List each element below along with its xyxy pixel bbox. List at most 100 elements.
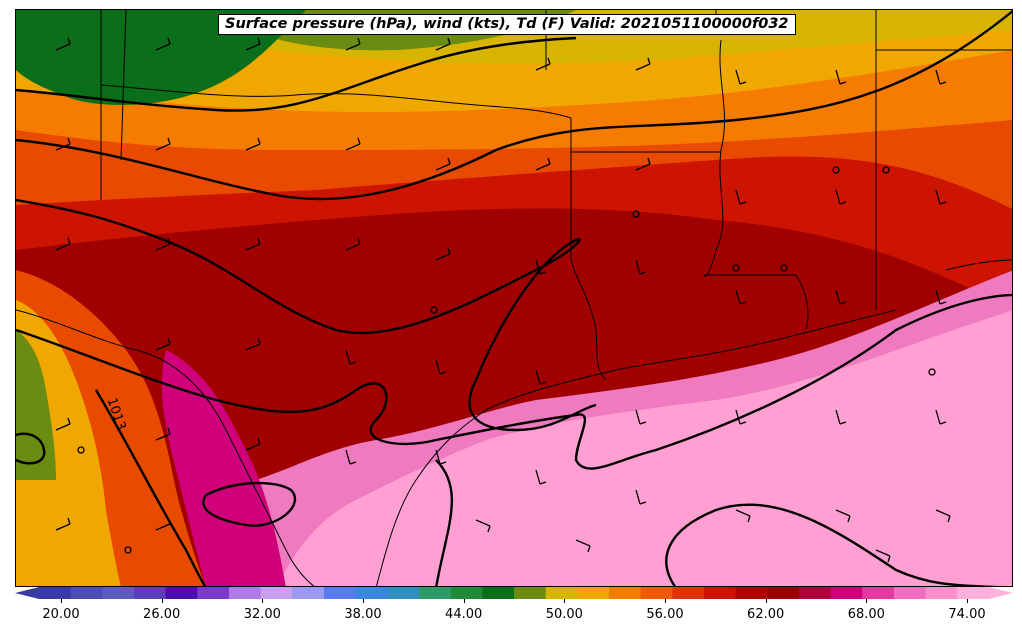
colorbar-segment xyxy=(134,587,167,599)
isobar-1 xyxy=(16,10,1012,201)
colorbar-tick-mark xyxy=(262,599,264,603)
colorbar-tick-label: 32.00 xyxy=(243,607,281,622)
colorbar-segment xyxy=(862,587,895,599)
colorbar-tick-mark xyxy=(765,599,767,603)
isobar-2 xyxy=(16,36,577,112)
colorbar-segment xyxy=(830,587,863,599)
wind-barb xyxy=(835,189,847,205)
colorbar-tick-mark xyxy=(363,599,364,603)
colorbar-segment xyxy=(640,587,673,599)
wind-barb xyxy=(735,509,751,523)
calm-marker xyxy=(928,368,936,376)
border-mx xyxy=(16,309,315,586)
calm-markers xyxy=(77,166,936,554)
map-title: Surface pressure (hPa), wind (kts), Td (… xyxy=(218,14,796,35)
colorbar-segment xyxy=(419,587,452,599)
colorbar-labels: 20.00 26.00 32.00 38.00 44.00 50.00 56.00 62.00… xyxy=(0,604,1022,624)
isobar-3 xyxy=(16,198,597,432)
state-borders xyxy=(16,10,1012,586)
wind-barb xyxy=(535,157,551,171)
wind-barb xyxy=(535,369,547,385)
wind-barbs xyxy=(55,37,951,563)
wind-barb xyxy=(735,289,747,305)
wind-barb xyxy=(55,417,71,431)
colorbar-tick-mark xyxy=(161,599,163,603)
wind-barb xyxy=(435,247,451,261)
wind-barb xyxy=(935,509,951,523)
wind-barb xyxy=(155,137,171,151)
colorbar-tick-mark xyxy=(463,599,465,603)
calm-marker xyxy=(882,166,890,174)
map-panel xyxy=(15,9,1013,587)
wind-barb xyxy=(55,137,71,151)
wind-barb xyxy=(735,409,747,425)
wind-barb xyxy=(835,409,847,425)
colorbar-tick-mark xyxy=(866,599,868,603)
td-gulf-74 xyxy=(277,310,1012,586)
colorbar-tick-label: 56.00 xyxy=(646,607,684,622)
colorbar-tick-label: 38.00 xyxy=(344,607,382,622)
isobar-6 xyxy=(665,503,999,586)
colorbar-segment xyxy=(482,587,515,599)
colorbar-tick-mark xyxy=(564,599,566,603)
pressure-contours xyxy=(16,10,1012,586)
wind-barb xyxy=(635,57,651,71)
wind-barb xyxy=(935,289,947,305)
isobar-4 xyxy=(16,293,1012,470)
wind-barb xyxy=(535,57,551,71)
colorbar-segment xyxy=(767,587,800,599)
colorbar-tick-label: 62.00 xyxy=(747,607,785,622)
td-west-green xyxy=(16,330,56,480)
colorbar-tick-mark xyxy=(665,599,666,603)
border-tx-ok-red-river xyxy=(100,84,572,119)
wind-barb xyxy=(935,69,947,85)
wind-barb xyxy=(345,137,361,151)
wind-barb xyxy=(245,337,261,351)
wind-barb xyxy=(245,437,261,451)
wind-barb xyxy=(55,37,71,51)
wind-barb xyxy=(55,517,71,531)
td-west-yellow xyxy=(16,300,121,586)
wind-barb xyxy=(535,469,547,485)
wind-barb xyxy=(245,237,261,251)
colorbar-tick-mark xyxy=(967,599,968,603)
colorbar-segment xyxy=(39,587,72,599)
colorbar-tick-label: 26.00 xyxy=(143,607,181,622)
colorbar-tick-label: 44.00 xyxy=(445,607,483,622)
colorbar-tick-label: 50.00 xyxy=(545,607,583,622)
colorbar xyxy=(15,587,1013,599)
wind-barb xyxy=(735,69,747,85)
calm-marker xyxy=(780,264,788,272)
wind-barb xyxy=(835,69,847,85)
colorbar-segment xyxy=(324,587,357,599)
colorbar-segment xyxy=(387,587,420,599)
colorbar-segment xyxy=(197,587,230,599)
wind-barb xyxy=(155,517,171,531)
wind-barb xyxy=(475,519,491,533)
wind-barb xyxy=(435,37,451,51)
wind-barb xyxy=(635,489,647,505)
colorbar-segment xyxy=(165,587,198,599)
wind-barb xyxy=(835,289,847,305)
calm-marker xyxy=(124,546,132,554)
wind-barb xyxy=(535,259,547,275)
border-nm xyxy=(120,10,127,161)
wind-barb xyxy=(245,37,261,51)
colorbar-segment xyxy=(609,587,642,599)
wind-barb xyxy=(435,449,447,465)
calm-marker xyxy=(832,166,840,174)
colorbar-segment xyxy=(292,587,325,599)
colorbar-segment xyxy=(450,587,483,599)
wind-barb xyxy=(155,237,171,251)
wind-barb xyxy=(835,509,851,523)
wind-barb xyxy=(635,157,651,171)
calm-marker xyxy=(77,446,85,454)
wind-barb xyxy=(635,259,647,275)
wind-barb xyxy=(55,237,71,251)
wind-barb xyxy=(875,549,891,563)
colorbar-segment xyxy=(735,587,768,599)
colorbar-tick-label: 74.00 xyxy=(948,607,986,622)
colorbar-segment xyxy=(355,587,388,599)
wind-barb xyxy=(735,189,747,205)
wind-barb xyxy=(345,449,357,465)
